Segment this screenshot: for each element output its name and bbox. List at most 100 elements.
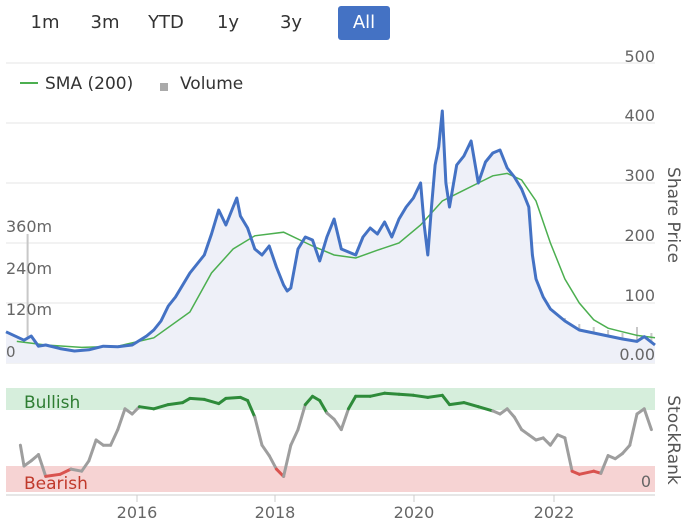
volume-bar [261, 318, 263, 360]
x-axis-tick-label: 2020 [394, 503, 435, 522]
price-y-tick: 100 [624, 286, 655, 305]
stockrank-segment [188, 396, 206, 401]
range-button-3m[interactable]: 3m [90, 12, 120, 33]
bullish-band-label: Bullish [24, 393, 80, 413]
price-series-line [5, 109, 656, 353]
volume-bar [37, 351, 40, 360]
stockrank-segment [491, 409, 502, 416]
stockrank-segment [592, 469, 603, 475]
stockrank-segment [260, 443, 271, 458]
volume-bar [506, 312, 509, 360]
stockrank-segment [599, 454, 610, 475]
stockrank-y-tick: 0 [641, 472, 651, 491]
volume-bar [232, 324, 235, 360]
stockrank-segment [80, 459, 91, 473]
volume-bar [563, 318, 566, 360]
legend-volume-label: Volume [180, 74, 243, 94]
price-y-tick: 200 [624, 226, 655, 245]
stockrank-segment [22, 459, 33, 468]
volume-bar [607, 330, 610, 360]
stockrank-segment [274, 467, 286, 478]
volume-bar [145, 348, 148, 360]
volume-bar [87, 354, 90, 360]
price-y-tick: 0.00 [619, 345, 655, 364]
volume-bar [116, 349, 119, 360]
stockrank-segment [109, 428, 120, 447]
range-button-ytd[interactable]: YTD [148, 12, 184, 33]
volume-bar [246, 312, 249, 360]
volume-bar [477, 291, 480, 360]
stockrank-segment [628, 412, 639, 447]
range-button-all[interactable]: All [338, 6, 390, 40]
volume-bar [491, 306, 494, 360]
x-axis-tick-label: 2018 [255, 503, 296, 522]
stockrank-segment [570, 469, 581, 476]
stockrank-segment [253, 415, 264, 447]
volume-bar [23, 351, 25, 360]
volume-bar [8, 348, 11, 360]
bullish-band [6, 388, 655, 410]
stockrank-segment [635, 407, 646, 416]
stockrank-segment [368, 391, 387, 398]
volume-bar [354, 321, 357, 360]
stockrank-segment [577, 469, 596, 476]
stockrank-segment [87, 438, 98, 463]
stockrank-segment [289, 428, 300, 447]
stockrank-segment [123, 407, 134, 416]
volume-bar [412, 306, 415, 360]
stockrank-segment [548, 433, 560, 447]
volume-bar [383, 324, 386, 360]
price-y-axis-title: Share Price [663, 167, 683, 263]
volume-bar [650, 333, 653, 360]
stockrank-segment [238, 395, 250, 402]
volume-bar [297, 315, 299, 360]
stockrank-segment [512, 415, 524, 432]
volume-bar [73, 352, 76, 360]
stockrank-segment [246, 399, 257, 419]
volume-bar [340, 324, 343, 360]
volume-y-axis: 360m 240m 120m 0 [6, 217, 52, 361]
volume-bar [15, 355, 18, 360]
legend: SMA (200) Volume [20, 74, 243, 94]
volume-bar [160, 342, 162, 360]
volume-bar [286, 303, 289, 360]
range-button-3y[interactable]: 3y [279, 12, 303, 33]
volume-bar [369, 315, 372, 360]
legend-volume-swatch [160, 83, 168, 91]
stockrank-axis-title: StockRank [663, 395, 683, 485]
volume-bar [217, 291, 220, 360]
stockrank-segment [613, 452, 624, 461]
range-button-1m[interactable]: 1m [30, 12, 60, 33]
range-selector: 1m 3m YTD 1y 3y All [14, 6, 390, 40]
stockrank-segment [462, 401, 480, 409]
stockrank-segment [166, 401, 185, 407]
legend-sma-label: SMA (200) [45, 74, 133, 94]
stockrank-segment [296, 403, 307, 432]
volume-bar [441, 204, 444, 360]
stockrank-segment [347, 394, 358, 411]
stockrank-segment [181, 396, 192, 405]
stockrank-segment [137, 405, 156, 411]
stockrank-segment [383, 391, 401, 396]
volume-y-tick: 120m [6, 300, 52, 319]
range-button-1y[interactable]: 1y [216, 12, 240, 33]
volume-bar [636, 327, 638, 360]
volume-bar [434, 282, 437, 360]
stockrank-segment [332, 417, 343, 432]
price-grid [6, 62, 655, 364]
volume-bar [12, 354, 15, 360]
sma-series-line [16, 172, 656, 349]
stockrank-segment [18, 443, 26, 468]
volume-bar [188, 327, 191, 360]
volume-bar [26, 234, 29, 360]
stockrank-segment [311, 394, 322, 402]
stockrank-segment [520, 428, 531, 437]
stockrank-segment [505, 407, 516, 419]
stockrank-segment [621, 443, 632, 455]
price-y-tick: 400 [624, 106, 655, 125]
stockrank-segment [440, 393, 451, 407]
volume-bar [621, 333, 624, 360]
stockrank-segment [202, 397, 221, 406]
stockrank-segment [69, 467, 84, 473]
